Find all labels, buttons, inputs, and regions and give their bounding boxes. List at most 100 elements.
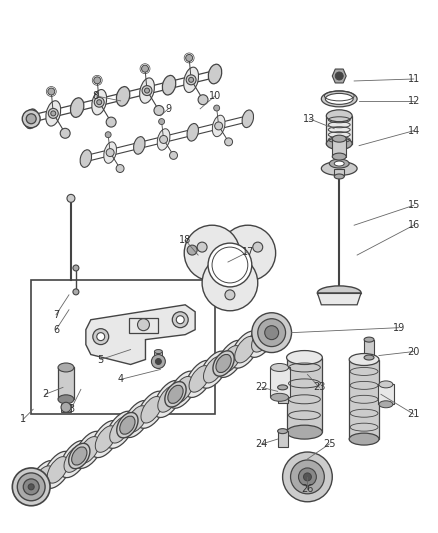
Ellipse shape <box>286 425 322 439</box>
Ellipse shape <box>216 354 231 373</box>
Ellipse shape <box>364 337 374 342</box>
Ellipse shape <box>334 161 344 166</box>
Ellipse shape <box>332 153 346 160</box>
Ellipse shape <box>185 360 214 398</box>
Bar <box>31 280 215 414</box>
Bar <box>278 387 288 403</box>
Ellipse shape <box>235 336 256 363</box>
Polygon shape <box>86 305 195 365</box>
Ellipse shape <box>326 138 352 150</box>
Circle shape <box>258 319 286 346</box>
Ellipse shape <box>110 416 131 443</box>
Circle shape <box>48 108 58 118</box>
Ellipse shape <box>92 90 106 115</box>
Ellipse shape <box>204 357 224 383</box>
Ellipse shape <box>104 142 117 163</box>
Ellipse shape <box>25 109 38 128</box>
Circle shape <box>186 75 196 85</box>
Ellipse shape <box>69 443 90 469</box>
Circle shape <box>304 473 311 481</box>
Circle shape <box>106 149 114 157</box>
Ellipse shape <box>364 355 374 360</box>
Text: 9: 9 <box>165 104 171 114</box>
Bar <box>58 367 74 399</box>
Circle shape <box>252 313 292 352</box>
Text: 2: 2 <box>42 389 48 399</box>
Circle shape <box>48 88 55 95</box>
Circle shape <box>105 132 111 138</box>
Bar <box>334 168 344 176</box>
Ellipse shape <box>251 326 272 352</box>
Circle shape <box>186 54 193 61</box>
Ellipse shape <box>212 115 225 136</box>
Ellipse shape <box>24 478 39 496</box>
Text: 21: 21 <box>408 409 420 419</box>
Text: 24: 24 <box>255 439 268 449</box>
Ellipse shape <box>168 385 183 403</box>
Bar <box>378 384 394 404</box>
Ellipse shape <box>23 479 39 495</box>
Bar <box>278 431 288 447</box>
Ellipse shape <box>329 159 349 168</box>
Ellipse shape <box>286 351 322 365</box>
Circle shape <box>225 138 233 146</box>
Circle shape <box>67 195 75 203</box>
Circle shape <box>220 225 276 281</box>
Text: 4: 4 <box>117 374 124 384</box>
Circle shape <box>138 319 149 330</box>
Circle shape <box>159 135 168 143</box>
Ellipse shape <box>199 351 229 388</box>
Text: 15: 15 <box>408 200 420 211</box>
Ellipse shape <box>261 320 283 345</box>
Ellipse shape <box>58 395 74 404</box>
Ellipse shape <box>325 93 353 104</box>
Circle shape <box>335 72 343 80</box>
Ellipse shape <box>137 391 166 429</box>
Text: 17: 17 <box>242 247 254 257</box>
Ellipse shape <box>106 411 135 448</box>
Circle shape <box>214 105 219 111</box>
Ellipse shape <box>318 286 361 300</box>
Circle shape <box>97 333 105 341</box>
Ellipse shape <box>332 135 346 142</box>
Ellipse shape <box>326 110 352 122</box>
Ellipse shape <box>216 340 245 377</box>
Ellipse shape <box>141 397 162 423</box>
Ellipse shape <box>189 366 210 392</box>
Bar <box>349 360 379 439</box>
Circle shape <box>198 95 208 104</box>
Circle shape <box>145 88 149 93</box>
Text: 5: 5 <box>98 354 104 365</box>
Ellipse shape <box>162 75 176 95</box>
Circle shape <box>141 65 148 72</box>
Ellipse shape <box>21 474 42 499</box>
Text: 10: 10 <box>209 91 221 101</box>
Circle shape <box>73 289 79 295</box>
Circle shape <box>94 77 101 84</box>
Text: 3: 3 <box>68 404 74 414</box>
Circle shape <box>172 312 188 328</box>
Ellipse shape <box>220 345 241 372</box>
Circle shape <box>93 329 109 345</box>
Circle shape <box>116 165 124 173</box>
Circle shape <box>189 77 194 82</box>
Ellipse shape <box>278 429 288 434</box>
Circle shape <box>106 117 116 127</box>
Ellipse shape <box>172 376 193 403</box>
Ellipse shape <box>120 416 135 434</box>
Ellipse shape <box>58 363 74 372</box>
Circle shape <box>142 86 152 95</box>
Circle shape <box>152 354 165 368</box>
Text: 25: 25 <box>323 439 336 449</box>
Ellipse shape <box>321 161 357 175</box>
Circle shape <box>212 247 248 283</box>
Ellipse shape <box>379 381 393 388</box>
Ellipse shape <box>12 468 50 506</box>
Ellipse shape <box>91 421 120 458</box>
Polygon shape <box>332 69 346 83</box>
Ellipse shape <box>78 437 99 463</box>
Ellipse shape <box>64 446 85 472</box>
Circle shape <box>202 255 258 311</box>
Ellipse shape <box>134 136 145 154</box>
Circle shape <box>94 97 104 107</box>
